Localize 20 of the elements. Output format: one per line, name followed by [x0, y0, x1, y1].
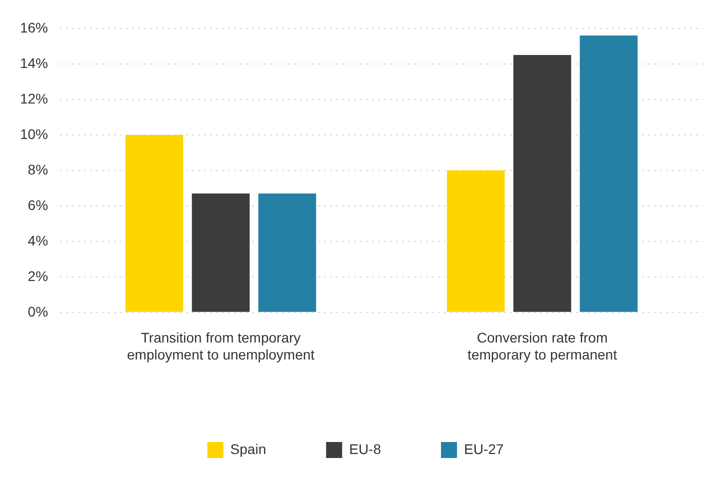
legend-label: EU-27 — [464, 440, 504, 457]
x-tick-label: Conversion rate from temporary to permanent — [468, 330, 618, 362]
legend-label: Spain — [230, 440, 266, 457]
y-tick-label: 2% — [28, 268, 48, 284]
bar — [513, 55, 572, 312]
y-tick-label: 0% — [28, 303, 48, 320]
y-tick-label: 12% — [20, 90, 48, 106]
x-tick-label: Transition from temporary employment to unemployment — [126, 330, 315, 362]
y-tick-label: 10% — [20, 126, 48, 142]
bar — [125, 134, 184, 312]
bar — [192, 193, 250, 312]
y-tick-label: 8% — [28, 161, 48, 178]
y-tick-label: 6% — [28, 196, 48, 213]
legend-label: EU-8 — [349, 440, 382, 457]
bar — [446, 170, 505, 312]
y-tick-label: 4% — [28, 232, 48, 248]
bar — [580, 36, 638, 312]
bar — [258, 193, 316, 312]
y-tick-label: 16% — [20, 19, 48, 36]
y-tick-label: 14% — [20, 54, 48, 71]
